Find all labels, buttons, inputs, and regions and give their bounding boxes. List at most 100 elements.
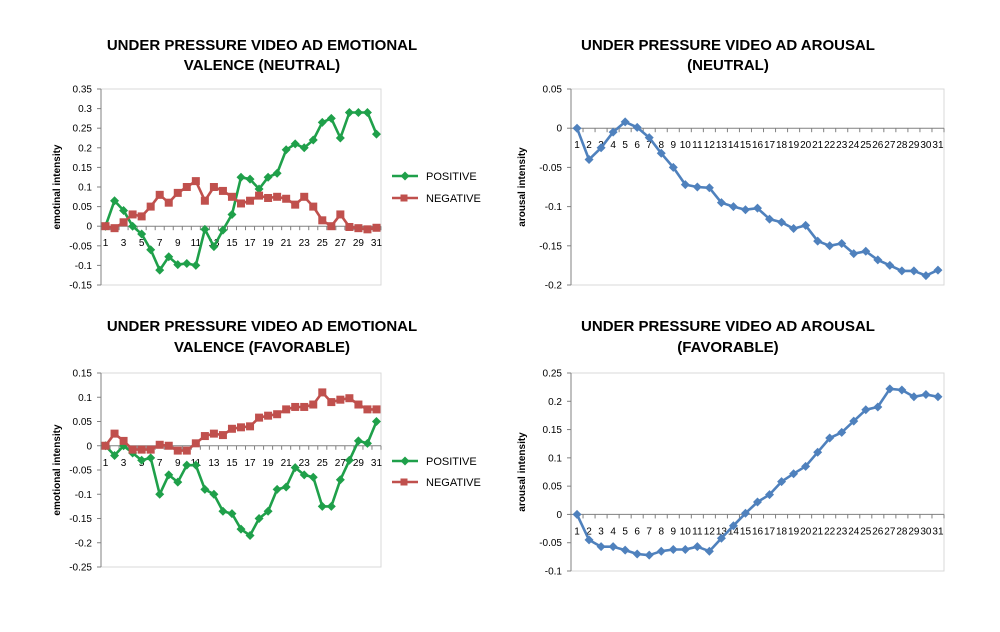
x-tick-label: 11 — [191, 238, 202, 249]
x-tick-label: 25 — [317, 238, 329, 249]
data-point — [191, 439, 200, 448]
x-tick-label: 13 — [716, 140, 728, 151]
x-tick-label: 29 — [353, 238, 365, 249]
data-point — [255, 191, 264, 200]
x-tick-label: 16 — [752, 140, 764, 151]
data-point — [155, 489, 165, 499]
data-point — [335, 133, 345, 143]
x-tick-label: 19 — [788, 140, 800, 151]
x-tick-label: 8 — [658, 140, 664, 151]
data-point — [354, 400, 363, 409]
x-tick-label: 4 — [610, 526, 616, 537]
data-point — [110, 429, 119, 438]
chart-title: VALENCE (NEUTRAL) — [184, 57, 340, 74]
data-point — [182, 460, 192, 470]
data-point — [209, 183, 218, 191]
plot-area — [100, 88, 382, 286]
data-point — [137, 229, 147, 239]
x-tick-label: 20 — [800, 140, 812, 151]
x-tick-label: 11 — [692, 526, 703, 537]
x-tick-label: 31 — [932, 140, 944, 151]
data-point — [146, 445, 155, 454]
data-point — [318, 216, 327, 225]
data-point — [825, 241, 835, 251]
data-point — [608, 127, 618, 137]
y-tick-label: -0.15 — [69, 281, 92, 292]
x-tick-label: 1 — [103, 458, 109, 469]
x-tick-label: 25 — [317, 458, 329, 469]
y-axis-label: arousal intensity — [517, 147, 528, 227]
x-tick-label: 13 — [208, 458, 220, 469]
x-tick-label: 19 — [263, 238, 275, 249]
data-point — [191, 460, 201, 470]
x-tick-label: 23 — [299, 458, 311, 469]
x-tick-label: 31 — [932, 526, 944, 537]
x-tick-label: 24 — [848, 140, 860, 151]
data-point — [753, 203, 762, 213]
data-point — [237, 199, 245, 208]
data-point — [309, 400, 318, 409]
data-point — [218, 186, 227, 195]
x-tick-label: 22 — [824, 526, 836, 537]
data-point — [182, 258, 192, 268]
data-point — [692, 542, 702, 552]
data-point — [885, 260, 895, 270]
data-point — [353, 436, 363, 446]
legend-marker — [400, 456, 410, 466]
data-point — [353, 108, 363, 118]
x-tick-label: 27 — [335, 238, 347, 249]
x-tick-label: 8 — [658, 526, 664, 537]
data-point — [704, 546, 714, 556]
data-point — [344, 455, 354, 465]
y-tick-label: 0.15 — [73, 369, 93, 380]
data-point — [264, 193, 273, 202]
data-point — [309, 202, 318, 211]
data-point — [110, 196, 120, 206]
chart-title: (FAVORABLE) — [677, 339, 778, 356]
data-point — [290, 139, 300, 149]
data-point — [897, 385, 907, 395]
x-tick-label: 21 — [281, 238, 293, 249]
x-tick-label: 18 — [776, 526, 788, 537]
x-tick-label: 9 — [670, 140, 676, 151]
y-axis-label: emotinal intensity — [52, 144, 63, 229]
y-tick-label: -0.2 — [545, 281, 563, 292]
data-point — [825, 433, 835, 443]
data-point — [584, 155, 594, 165]
data-point — [317, 117, 327, 127]
data-point — [704, 183, 714, 193]
data-point — [596, 143, 606, 153]
data-point — [218, 431, 227, 440]
data-point — [620, 117, 630, 127]
legend-label: NEGATIVE — [426, 477, 481, 489]
data-point — [692, 182, 702, 192]
x-tick-label: 2 — [586, 526, 592, 537]
data-point — [354, 224, 363, 233]
data-point — [227, 509, 237, 519]
data-point — [254, 184, 264, 194]
x-tick-label: 20 — [800, 526, 812, 537]
data-point — [182, 183, 191, 191]
chart-4: UNDER PRESSURE VIDEO AD AROUSAL (FAVORABL… — [517, 318, 945, 578]
x-tick-label: 17 — [244, 458, 256, 469]
x-tick-label: 7 — [157, 458, 163, 469]
x-tick-label: 22 — [824, 140, 836, 151]
data-point — [236, 172, 246, 182]
data-point — [119, 218, 128, 227]
data-point — [326, 501, 336, 511]
x-tick-label: 3 — [121, 238, 127, 249]
data-point — [327, 222, 336, 231]
y-tick-label: 0.05 — [73, 417, 93, 428]
data-point — [909, 266, 919, 276]
y-tick-label: 0.05 — [73, 202, 93, 213]
x-tick-label: 1 — [574, 140, 580, 151]
x-tick-label: 30 — [920, 526, 932, 537]
x-tick-label: 25 — [860, 140, 872, 151]
data-point — [933, 265, 943, 275]
data-point — [182, 446, 191, 455]
data-point — [300, 192, 309, 201]
data-point — [110, 450, 120, 460]
x-tick-label: 30 — [920, 140, 932, 151]
data-point — [101, 441, 110, 450]
x-tick-label: 21 — [281, 458, 293, 469]
